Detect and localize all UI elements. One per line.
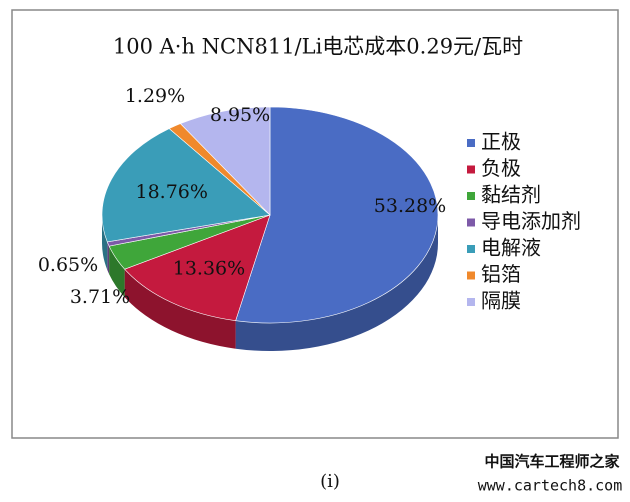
watermark: 中国汽车工程师之家 — [484, 453, 619, 471]
legend-swatch — [467, 298, 475, 306]
data-label: 8.95% — [210, 104, 270, 126]
pie-side — [235, 215, 438, 351]
data-label: 3.71% — [70, 286, 130, 308]
chart-title: 100 A·h NCN811/Li电芯成本0.29元/瓦时 — [113, 35, 523, 59]
legend-swatch — [467, 139, 475, 147]
data-label: 53.28% — [374, 195, 446, 217]
pie-slice — [124, 214, 271, 322]
pie-side — [109, 246, 125, 298]
legend-label: 黏结剂 — [481, 183, 541, 207]
caption: (i) — [320, 471, 340, 492]
data-label: 1.29% — [125, 85, 185, 107]
legend-label: 电解液 — [481, 236, 541, 260]
data-label: 18.76% — [136, 181, 208, 203]
legend-label: 隔膜 — [481, 289, 521, 313]
pie-slice — [235, 106, 439, 324]
legend-label: 正极 — [481, 130, 521, 154]
pie-slice — [179, 106, 271, 216]
legend-label: 导电添加剂 — [481, 209, 581, 233]
legend-swatch — [467, 192, 475, 200]
pie-slice — [101, 128, 271, 243]
watermark: www.cartech8.com — [478, 477, 623, 495]
legend-label: 负极 — [481, 156, 521, 180]
data-label: 13.36% — [173, 257, 245, 279]
legend-swatch — [467, 218, 475, 227]
legend-label: 铝箔 — [481, 262, 521, 286]
legend-swatch — [467, 271, 475, 280]
pie-side — [107, 241, 110, 275]
pie-side — [124, 269, 236, 349]
data-label: 0.65% — [38, 254, 98, 276]
legend-swatch — [467, 165, 475, 174]
legend-swatch — [467, 245, 475, 253]
